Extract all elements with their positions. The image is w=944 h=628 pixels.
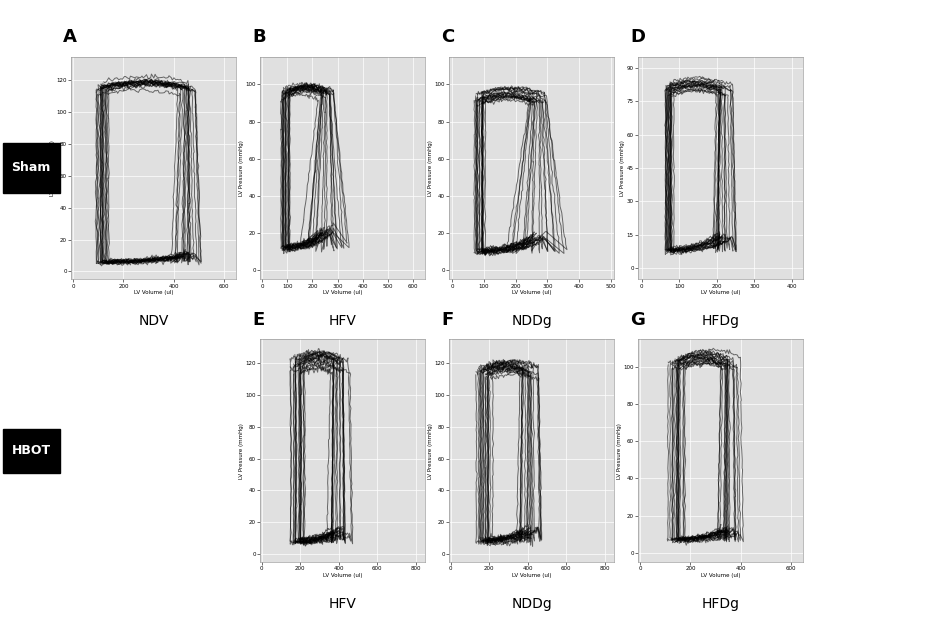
Text: HFDg: HFDg xyxy=(700,314,739,328)
Y-axis label: LV Pressure (mmHg): LV Pressure (mmHg) xyxy=(428,140,432,196)
X-axis label: LV Volume (ul): LV Volume (ul) xyxy=(512,573,550,578)
Text: F: F xyxy=(441,311,453,329)
X-axis label: LV Volume (ul): LV Volume (ul) xyxy=(700,573,739,578)
Text: HBOT: HBOT xyxy=(11,444,51,457)
Y-axis label: LV Pressure (mmHg): LV Pressure (mmHg) xyxy=(239,140,244,196)
Text: HFV: HFV xyxy=(329,597,356,610)
Text: NDDg: NDDg xyxy=(511,314,551,328)
Text: NDDg: NDDg xyxy=(511,597,551,610)
Text: D: D xyxy=(630,28,645,46)
Text: HFDg: HFDg xyxy=(700,597,739,610)
X-axis label: LV Volume (ul): LV Volume (ul) xyxy=(134,290,173,295)
Y-axis label: LV Pressure (mmHg): LV Pressure (mmHg) xyxy=(50,140,55,196)
Y-axis label: LV Pressure (mmHg): LV Pressure (mmHg) xyxy=(428,423,432,479)
Text: E: E xyxy=(252,311,264,329)
Y-axis label: LV Pressure (mmHg): LV Pressure (mmHg) xyxy=(616,423,621,479)
Text: B: B xyxy=(252,28,265,46)
Text: C: C xyxy=(441,28,454,46)
Text: HFV: HFV xyxy=(329,314,356,328)
X-axis label: LV Volume (ul): LV Volume (ul) xyxy=(512,290,550,295)
X-axis label: LV Volume (ul): LV Volume (ul) xyxy=(700,290,739,295)
X-axis label: LV Volume (ul): LV Volume (ul) xyxy=(323,573,362,578)
Y-axis label: LV Pressure (mmHg): LV Pressure (mmHg) xyxy=(619,140,625,196)
Text: A: A xyxy=(63,28,77,46)
Text: G: G xyxy=(630,311,645,329)
X-axis label: LV Volume (ul): LV Volume (ul) xyxy=(323,290,362,295)
Y-axis label: LV Pressure (mmHg): LV Pressure (mmHg) xyxy=(239,423,244,479)
Text: NDV: NDV xyxy=(138,314,169,328)
Text: Sham: Sham xyxy=(11,161,51,175)
